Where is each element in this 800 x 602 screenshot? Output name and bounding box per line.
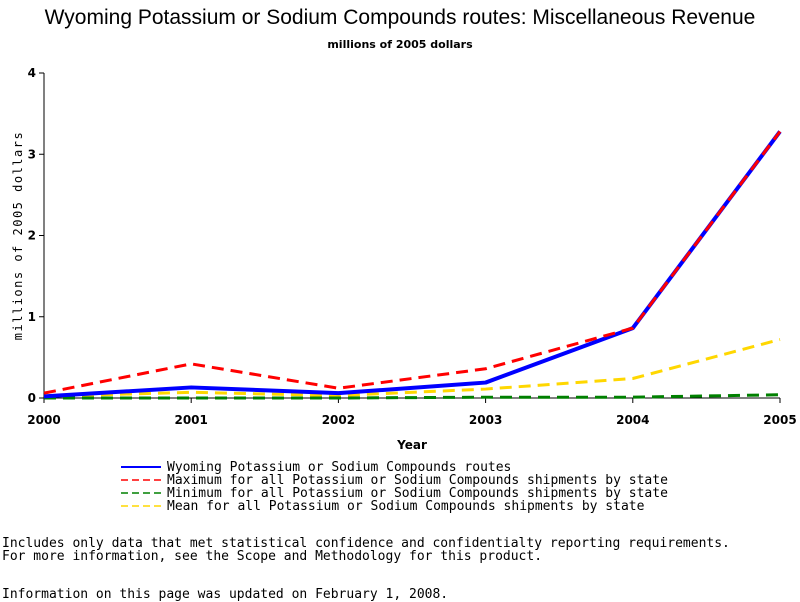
legend-swatch bbox=[121, 466, 161, 468]
legend-label: Wyoming Potassium or Sodium Compounds ro… bbox=[167, 460, 512, 475]
y-tick-label: 3 bbox=[28, 147, 36, 161]
x-tick-label: 2005 bbox=[763, 413, 796, 427]
y-tick-label: 2 bbox=[28, 229, 36, 243]
legend-label: Maximum for all Potassium or Sodium Comp… bbox=[167, 473, 668, 488]
y-axis-label: millions of 2005 dollars bbox=[11, 131, 25, 340]
footnote-methodology: For more information, see the Scope and … bbox=[2, 549, 543, 564]
legend-swatch bbox=[121, 505, 161, 507]
chart-title: Wyoming Potassium or Sodium Compounds ro… bbox=[44, 6, 756, 29]
series-line-1 bbox=[43, 130, 782, 395]
x-tick-label: 2002 bbox=[322, 413, 355, 427]
chart-subtitle: millions of 2005 dollars bbox=[327, 38, 473, 51]
legend-swatch bbox=[121, 479, 161, 481]
x-tick-label: 2004 bbox=[616, 413, 649, 427]
legend-swatch bbox=[121, 492, 161, 494]
legend-label: Minimum for all Potassium or Sodium Comp… bbox=[167, 486, 668, 501]
y-tick-label: 4 bbox=[28, 66, 36, 80]
series-line-0 bbox=[43, 130, 782, 399]
line-chart: 0 1 2 3 4 2000 2001 2002 2003 2004 2005 Year million… bbox=[11, 66, 797, 452]
footnote-updated: Information on this page was updated on … bbox=[2, 587, 449, 602]
x-tick-label: 2001 bbox=[174, 413, 207, 427]
footnote-confidence: Includes only data that met statistical … bbox=[2, 536, 730, 551]
x-tick-label: 2003 bbox=[469, 413, 502, 427]
x-tick-label: 2000 bbox=[27, 413, 60, 427]
y-tick-label: 0 bbox=[28, 391, 36, 405]
series-line-3 bbox=[43, 338, 781, 398]
x-axis-label: Year bbox=[396, 438, 427, 452]
y-tick-label: 1 bbox=[28, 310, 36, 324]
series-line-2 bbox=[44, 393, 781, 400]
legend-label: Mean for all Potassium or Sodium Compoun… bbox=[167, 499, 645, 514]
